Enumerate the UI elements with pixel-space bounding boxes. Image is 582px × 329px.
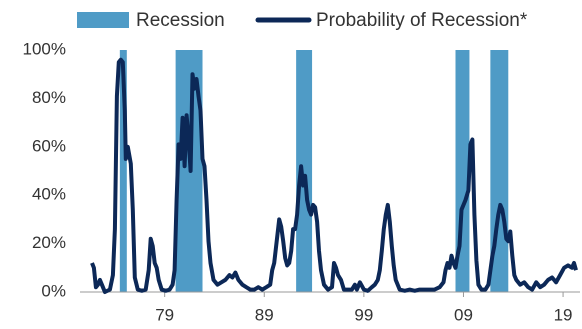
legend-swatch — [77, 12, 129, 28]
legend-label: Probability of Recession* — [316, 10, 528, 31]
legend-label: Recession — [136, 10, 225, 31]
y-tick-label: 100% — [23, 39, 66, 58]
x-tick-label: 79 — [155, 305, 174, 324]
y-tick-label: 80% — [32, 88, 66, 107]
x-tick-label: 19 — [554, 305, 573, 324]
y-tick-label: 40% — [32, 185, 66, 204]
y-tick-label: 20% — [32, 233, 66, 252]
x-tick-label: 99 — [354, 305, 373, 324]
recession-band — [119, 50, 127, 292]
y-tick-label: 0% — [41, 281, 66, 300]
x-tick-label: 09 — [454, 305, 473, 324]
y-tick-label: 60% — [32, 136, 66, 155]
probability-line — [90, 57, 578, 294]
x-tick-label: 89 — [255, 305, 274, 324]
recession-band — [296, 50, 313, 292]
